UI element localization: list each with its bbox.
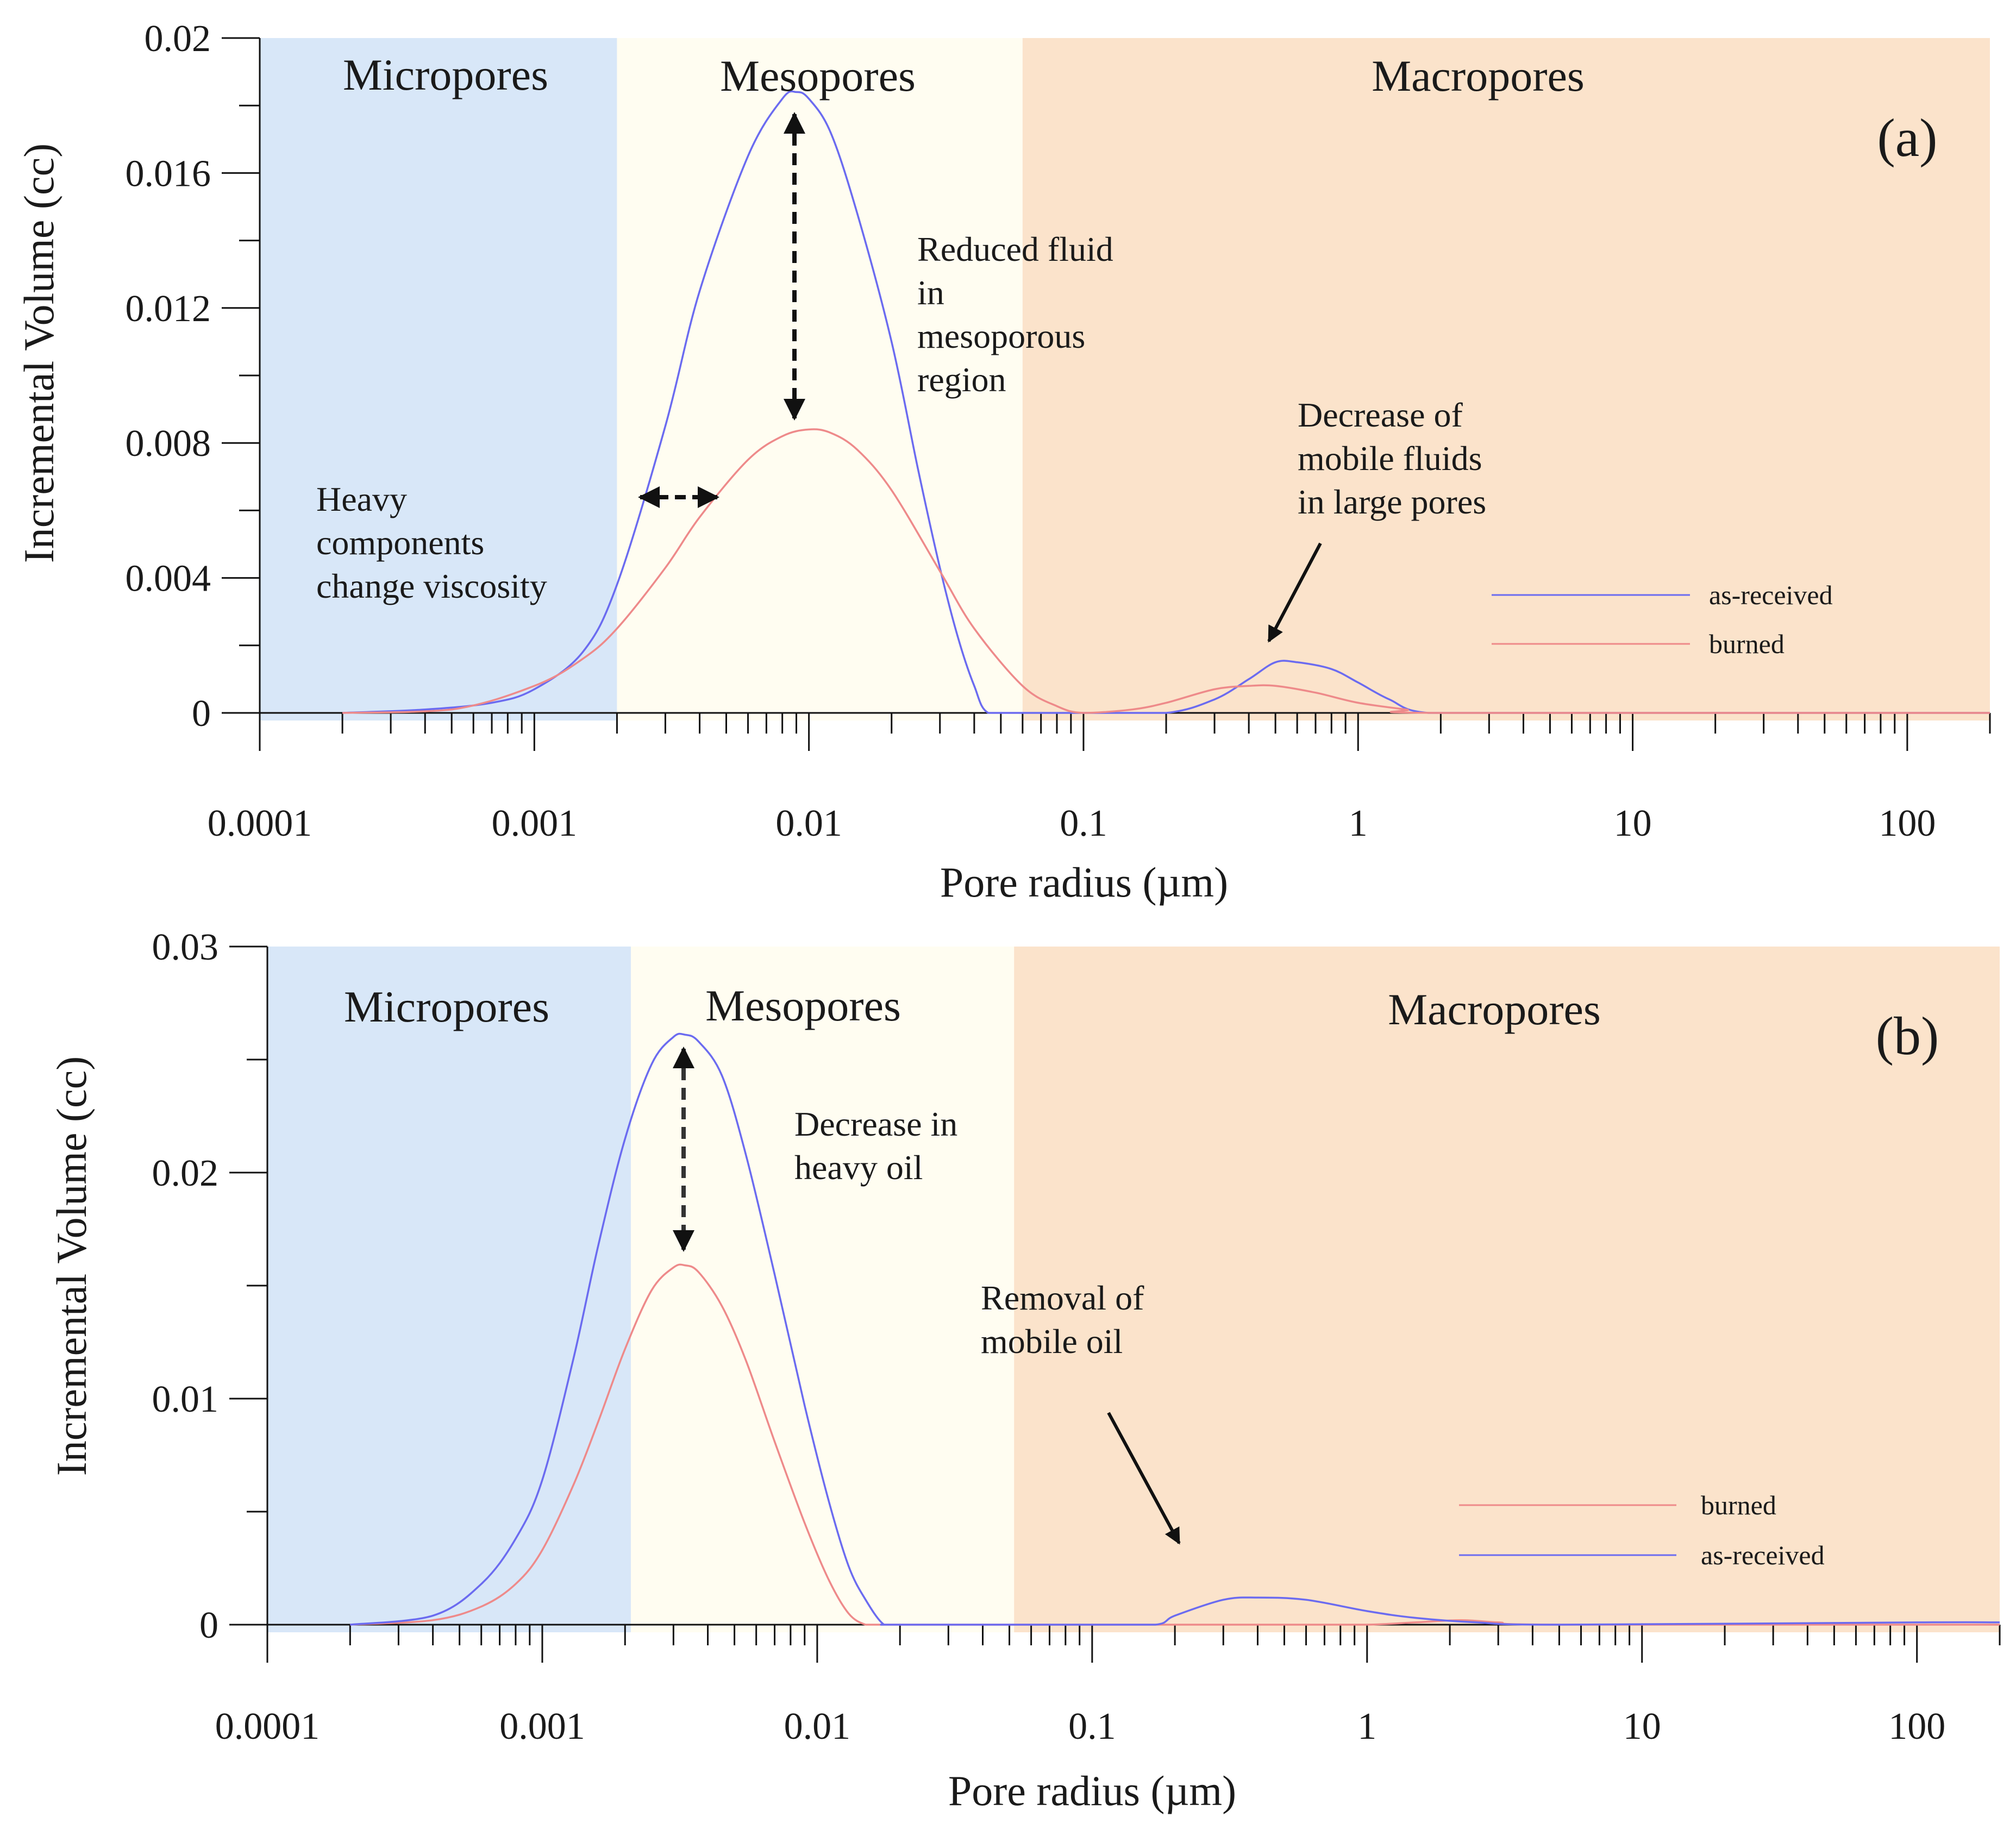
panel-b-x-tick-label: 1: [1357, 1706, 1376, 1747]
panel-a-series-as-received: [342, 90, 1990, 714]
panel-a-region-label-mesopores: Mesopores: [720, 51, 916, 101]
panel-a-arrow-decrease-mobile: [1267, 542, 1322, 643]
panel-b-y-axis-title: Incremental Volume (cc): [48, 1056, 95, 1476]
panel-b-arrow-removal-mobile-oil: [1107, 1412, 1181, 1545]
panel-a-annotation-reduced-fluid: Reduced fluid in mesoporous region: [917, 230, 1122, 399]
panel-b-x-tick-label: 0.0001: [215, 1706, 320, 1747]
panel-b-y-tick-label: 0.02: [152, 1152, 219, 1194]
panel-b-panel-label: (b): [1876, 1006, 1939, 1066]
panel-a-annotation-decrease-mobile: Decrease of mobile fluids in large pores: [1298, 396, 1491, 521]
panel-a-y-tick-label: 0.004: [126, 558, 211, 600]
panel-a-panel-label: (a): [1877, 108, 1938, 168]
panel-a-x-tick-label: 0.001: [492, 803, 578, 844]
panel-a-x-tick-label: 100: [1879, 803, 1936, 844]
panel-a-x-tick-label: 0.1: [1060, 803, 1107, 844]
panel-a-series-lines: [342, 90, 1990, 714]
panel-b-series-lines: [350, 1032, 2000, 1626]
panel-b-region-band-macropores: [1014, 947, 2000, 1632]
panel-b-x-axis-title: Pore radius (µm): [948, 1767, 1236, 1814]
panel-b-x-tick-label: 0.01: [784, 1706, 851, 1747]
panel-a-legend-label-as-received: as-received: [1709, 580, 1833, 610]
panel-b-x-tick-label: 100: [1888, 1706, 1945, 1747]
panel-a-annotation-heavy-components: Heavy components change viscosity: [316, 480, 547, 605]
panel-a-y-tick-label: 0: [192, 693, 211, 735]
panel-b-region-label-macropores: Macropores: [1388, 985, 1601, 1034]
panel-b-legend-label-as-received: as-received: [1701, 1540, 1825, 1570]
panel-a-x-tick-label: 10: [1614, 803, 1652, 844]
panel-a-region-band-mesopores: [617, 38, 1023, 721]
panel-a-y-tick-label: 0.008: [126, 423, 211, 465]
panel-a-y-tick-label: 0.012: [126, 288, 211, 330]
panel-a-region-bands: [260, 38, 1990, 721]
panel-b-legend-label-burned: burned: [1701, 1490, 1776, 1520]
panel-a-x-axis-title: Pore radius (µm): [940, 859, 1228, 906]
panel-b-region-bands: [267, 947, 2000, 1632]
panel-a-x-tick-label: 0.01: [775, 803, 842, 844]
panel-b-y-tick-label: 0: [199, 1605, 218, 1646]
panel-b-region-label-micropores: Micropores: [344, 982, 549, 1031]
panel-b-annotation-removal-mobile-oil: Removal of mobile oil: [981, 1279, 1153, 1361]
panel-b-y-tick-label: 0.03: [152, 926, 219, 968]
panel-a-y-tick-label: 0.02: [145, 18, 211, 60]
panel-b-region-band-mesopores: [630, 947, 1015, 1632]
panel-a-legend-label-burned: burned: [1709, 629, 1785, 659]
panel-a-region-label-micropores: Micropores: [343, 50, 548, 99]
panel-b-annotation-decrease-heavy-oil: Decrease in heavy oil: [794, 1105, 966, 1187]
panel-a-x-tick-label: 1: [1349, 803, 1368, 844]
panel-b-x-tick-label: 0.001: [499, 1706, 585, 1747]
panel-b-y-tick-label: 0.01: [152, 1379, 219, 1420]
panel-a-region-band-micropores: [260, 38, 617, 721]
panel-b-region-label-mesopores: Mesopores: [705, 981, 901, 1030]
panel-a-chart: 0.0001 0.001 0.01 0.1 1 10 100 0 0.004 0.008 0.012…: [15, 18, 1991, 906]
panel-b-series-as-received: [350, 1032, 2000, 1626]
panel-b-chart: 0.0001 0.001 0.01 0.1 1 10 100 0 0.01 0.02 0.03 Mi…: [48, 926, 2001, 1814]
panel-a-y-axis-title: Incremental Volume (cc): [15, 143, 62, 563]
panel-b-x-tick-label: 0.1: [1068, 1706, 1116, 1747]
panel-a-y-tick-label: 0.016: [126, 153, 211, 195]
panel-b-region-band-micropores: [267, 947, 631, 1632]
panel-a-x-tick-label: 0.0001: [208, 803, 312, 844]
panel-a-region-band-macropores: [1022, 38, 1990, 721]
panel-a-axes: 0.0001 0.001 0.01 0.1 1 10 100 0 0.004 0.008 0.012…: [126, 18, 1991, 844]
panel-b-x-tick-label: 10: [1623, 1706, 1661, 1747]
panel-a-region-label-macropores: Macropores: [1372, 51, 1585, 101]
panel-a-series-burned: [342, 428, 1990, 714]
